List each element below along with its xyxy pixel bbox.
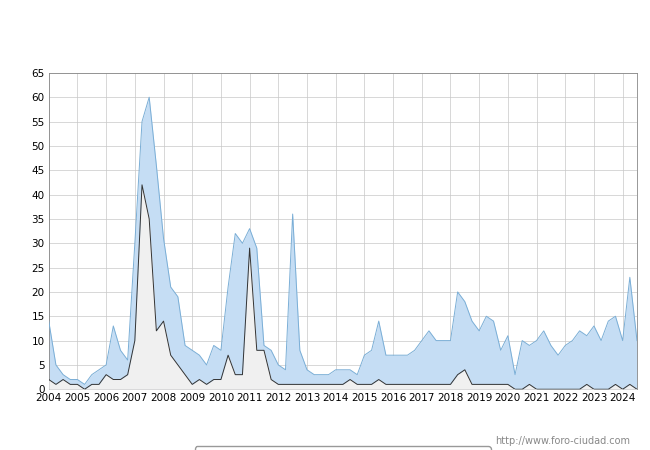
Text: http://www.foro-ciudad.com: http://www.foro-ciudad.com	[495, 436, 630, 446]
Legend: Viviendas Nuevas, Viviendas Usadas: Viviendas Nuevas, Viviendas Usadas	[195, 446, 491, 450]
Text: Hervás - Evolucion del Nº de Transacciones Inmobiliarias: Hervás - Evolucion del Nº de Transaccion…	[117, 9, 533, 24]
